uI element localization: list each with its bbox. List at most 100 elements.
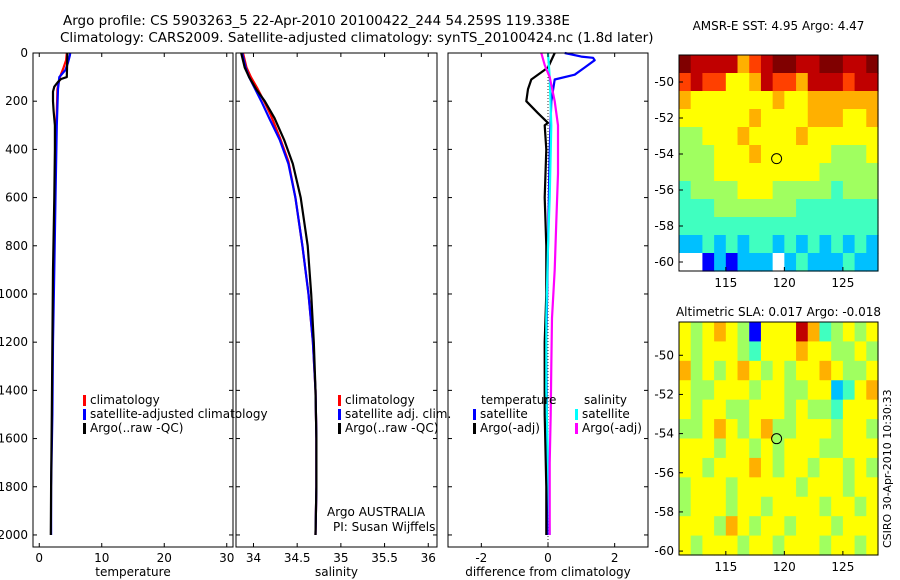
map-cell [796, 516, 809, 537]
map-cell [796, 127, 809, 146]
map-cell [772, 127, 785, 146]
map-cell [690, 399, 704, 420]
map-cell [690, 516, 704, 537]
y-tick-label: -52 [654, 111, 674, 125]
map-cell [749, 380, 762, 401]
x-tick-label: 30 [219, 551, 234, 565]
map-cell [714, 145, 727, 164]
map-cell [854, 217, 867, 236]
map-cell [760, 127, 774, 146]
map-cell [831, 380, 844, 401]
legend-swatch [338, 423, 341, 434]
map-cell [714, 322, 727, 343]
map-cell [714, 73, 727, 92]
map-cell [831, 496, 844, 517]
map-cell [690, 217, 704, 236]
map-cell [725, 109, 739, 128]
map-cell [866, 457, 879, 478]
map-cell [760, 535, 774, 556]
map-cell [866, 496, 879, 517]
map-cell [819, 73, 832, 92]
map-cell [702, 360, 715, 381]
map-cell [760, 477, 774, 498]
map-cell [760, 516, 774, 537]
map-cell [760, 55, 774, 74]
map-cell [725, 145, 739, 164]
map-cell [842, 535, 856, 556]
map-cell [760, 91, 774, 110]
map-cell [854, 341, 867, 362]
map-cell [784, 516, 797, 537]
map-cell [866, 380, 879, 401]
map-cell [807, 217, 821, 236]
y-tick-label: 600 [5, 191, 28, 205]
map-cell [714, 360, 727, 381]
x-tick-label: 20 [157, 551, 172, 565]
map-cell [749, 73, 762, 92]
map-cell [690, 438, 704, 459]
map-cell [679, 496, 692, 517]
map-cell [725, 496, 739, 517]
map-cell [784, 399, 797, 420]
y-tick-label: -56 [654, 466, 674, 480]
x-tick-label: 0 [35, 551, 43, 565]
map-cell [690, 419, 704, 440]
x-tick-label: 34.5 [284, 551, 311, 565]
map-cell [760, 419, 774, 440]
map-title: Altimetric SLA: 0.017 Argo: -0.018 [676, 305, 881, 319]
map-cell [737, 516, 750, 537]
map-cell [714, 91, 727, 110]
x-tick-label: 10 [94, 551, 109, 565]
map-cell [679, 217, 692, 236]
map-cell [831, 145, 844, 164]
legend-entry: satellite adj. clim. [345, 407, 451, 421]
map-cell [679, 55, 692, 74]
map-cell [690, 322, 704, 343]
legend-entry: Argo(..raw -QC) [90, 421, 183, 435]
map-cell [679, 477, 692, 498]
map-cell [819, 91, 832, 110]
map-cell [819, 199, 832, 218]
map-cell [760, 73, 774, 92]
map-cell [854, 322, 867, 343]
map-frame [678, 321, 879, 556]
map-cell [679, 163, 692, 182]
map-cell [772, 535, 785, 556]
map-cell [807, 55, 821, 74]
map-cell [796, 477, 809, 498]
map-cell [737, 496, 750, 517]
map-cell [796, 91, 809, 110]
x-axis-label: salinity [315, 565, 358, 579]
map-cell [854, 199, 867, 218]
y-tick-label: -58 [654, 219, 674, 233]
legend-entry: satellite [480, 407, 528, 421]
map-cell [702, 73, 715, 92]
map-cell [725, 399, 739, 420]
sst-map-panel: AMSR-E SST: 4.95 Argo: 4.47 115 120 125 -50 -… [654, 19, 879, 290]
map-cell [819, 535, 832, 556]
map-cell [784, 360, 797, 381]
map-cell [854, 145, 867, 164]
x-tick-label: 2 [611, 551, 619, 565]
map-cell [702, 109, 715, 128]
map-cell [772, 477, 785, 498]
map-cell [854, 163, 867, 182]
map-cell [760, 181, 774, 200]
map-cell [807, 322, 821, 343]
y-tick-label: 1600 [0, 432, 28, 446]
map-cell [749, 253, 762, 272]
float-position-marker [771, 433, 783, 445]
map-cell [796, 380, 809, 401]
map-cell [725, 127, 739, 146]
map-cell [772, 399, 785, 420]
x-axis-label: difference from climatology [465, 565, 631, 579]
map-cell [702, 535, 715, 556]
map-cell [679, 109, 692, 128]
map-cell [854, 496, 867, 517]
map-cell [690, 73, 704, 92]
map-cell [760, 253, 774, 272]
map-cell [866, 145, 879, 164]
map-cell [772, 55, 785, 74]
map-cell [784, 535, 797, 556]
map-cell [737, 73, 750, 92]
